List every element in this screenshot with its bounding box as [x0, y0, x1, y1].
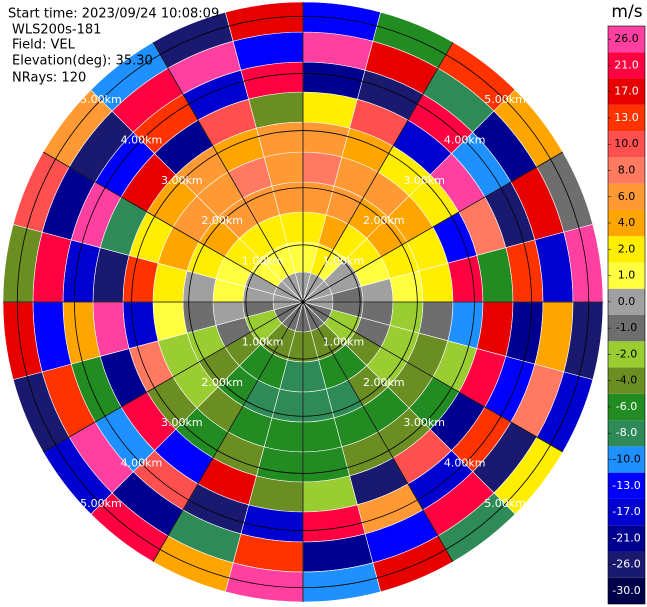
range-ring-label: 2.00km [363, 376, 405, 389]
colorbar-segment [608, 367, 645, 394]
colorbar-segment [608, 315, 645, 342]
colorbar-segment [608, 420, 645, 447]
colorbar-tick-label: -8.0 [616, 426, 637, 439]
spoke [152, 41, 454, 563]
colorbar-tick-label: -4.0 [616, 374, 637, 387]
colorbar-tick-label: 17.0 [614, 85, 639, 98]
colorbar-segment [608, 157, 645, 184]
range-ring-label: 2.00km [201, 376, 243, 389]
colorbar-segment [608, 52, 645, 79]
overlay: 1.00km 1.00km 1.00km 1.00km 2.00km 2.00km 2.00… [3, 2, 603, 602]
colorbar-tick-label: -17.0 [612, 505, 640, 518]
info-line: Elevation(deg): 35.30 [12, 54, 153, 69]
info-line: WLS200s-181 [12, 23, 101, 38]
colorbar-tick-label: 4.0 [618, 216, 636, 229]
range-ring [16, 15, 590, 589]
colorbar-tick-label: -6.0 [616, 400, 637, 413]
colorbar-tick-label: 6.0 [618, 190, 636, 203]
range-ring-label: 5.00km [80, 497, 122, 510]
range-ring-label: 5.00km [484, 497, 526, 510]
colorbar-segment [608, 262, 645, 289]
range-ring-label: 4.00km [121, 133, 163, 146]
range-ring-label: 1.00km [323, 335, 365, 348]
range-ring-label: 1.00km [323, 255, 365, 268]
range-ring [245, 244, 361, 360]
colorbar-segment [608, 446, 645, 473]
range-ring-label: 4.00km [121, 457, 163, 470]
range-ring-label: 2.00km [363, 214, 405, 227]
colorbar-segment [608, 472, 645, 499]
colorbar-segment [608, 551, 645, 578]
colorbar-segment [608, 525, 645, 552]
colorbar-segment [608, 131, 645, 158]
range-ring-label: 4.00km [444, 457, 486, 470]
colorbar-segment [608, 341, 645, 368]
colorbar-title: m/s [611, 2, 642, 22]
colorbar-segment [608, 393, 645, 421]
colorbar-segment [608, 209, 645, 237]
colorbar-tick-label: 13.0 [614, 111, 639, 124]
info-line: NRays: 120 [12, 71, 86, 86]
colorbar: -30.0 -26.0 -21.0 -17.0 -13.0 -10.0 -8.0 -6.0 -4… [607, 25, 646, 605]
range-ring [131, 130, 475, 474]
colorbar-segment [608, 498, 645, 526]
colorbar-tick-label: -26.0 [612, 558, 640, 571]
colorbar-segment [608, 183, 645, 210]
colorbar-tick-label: 0.0 [618, 295, 636, 308]
colorbar-tick-label: 8.0 [618, 164, 636, 177]
range-ring-label: 4.00km [444, 133, 486, 146]
colorbar-segment [608, 78, 645, 105]
colorbar-tick-label: -2.0 [616, 347, 637, 360]
info-line: Start time: 2023/09/24 10:08:09 [8, 7, 219, 22]
velocity-cell [122, 255, 159, 303]
colorbar-segment [608, 577, 645, 604]
colorbar-tick-label: -21.0 [612, 531, 640, 544]
range-ring-label: 2.00km [201, 214, 243, 227]
velocity-cell [256, 121, 304, 158]
range-ring [74, 73, 532, 531]
range-ring-label: 3.00km [403, 174, 445, 187]
colorbar-tick-label: -10.0 [612, 453, 640, 466]
range-ring-label: 5.00km [80, 93, 122, 106]
colorbar-tick-label: 26.0 [614, 32, 639, 45]
velocity-cell [302, 121, 350, 158]
colorbar-tick-label: 2.0 [618, 242, 636, 255]
colorbar-tick-label: 1.0 [618, 269, 636, 282]
colorbar-tick-label: 10.0 [614, 137, 639, 150]
colorbar-tick-label: -13.0 [612, 479, 640, 492]
range-ring-label: 3.00km [403, 416, 445, 429]
velocity-cell [122, 301, 159, 349]
velocity-cell [256, 446, 304, 483]
info-line: Field: VEL [12, 38, 76, 53]
range-ring [188, 187, 418, 417]
colorbar-tick-label: 21.0 [614, 58, 639, 71]
colorbar-segment [608, 104, 645, 132]
range-ring-label: 3.00km [161, 174, 203, 187]
colorbar-segment [608, 26, 645, 53]
colorbar-frame [607, 25, 646, 605]
range-ring-label: 1.00km [242, 335, 284, 348]
velocity-cell [302, 446, 350, 483]
velocity-cell [447, 301, 484, 349]
range-ring-label: 1.00km [242, 255, 284, 268]
range-ring-label: 3.00km [161, 416, 203, 429]
velocity-cell [447, 255, 484, 303]
colorbar-segment [608, 288, 645, 315]
colorbar-tick-label: -30.0 [612, 584, 640, 597]
colorbar-tick-label: -1.0 [616, 321, 637, 334]
colorbar-segment [608, 236, 645, 263]
range-ring-label: 5.00km [484, 93, 526, 106]
